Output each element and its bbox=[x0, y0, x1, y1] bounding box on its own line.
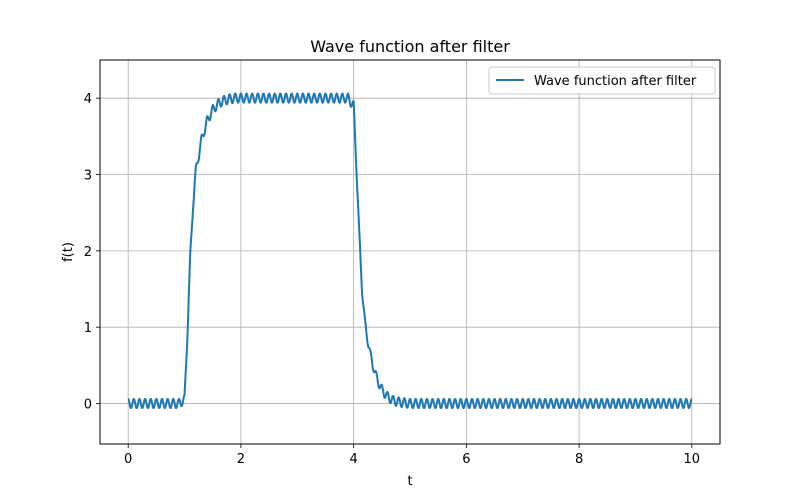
x-axis-label: t bbox=[407, 474, 412, 489]
y-axis-label: f(t) bbox=[61, 242, 76, 262]
legend-box bbox=[488, 66, 716, 95]
x-tick-label: 0 bbox=[124, 452, 132, 467]
y-tick-label: 4 bbox=[84, 92, 92, 107]
x-tick-label: 10 bbox=[684, 452, 701, 467]
x-tick-label: 2 bbox=[237, 452, 245, 467]
x-tick-label: 8 bbox=[575, 452, 583, 467]
chart-title: Wave function after filter bbox=[310, 37, 510, 56]
plot-frame bbox=[99, 59, 721, 445]
y-tick-label: 0 bbox=[84, 398, 92, 413]
legend: Wave function after filter bbox=[488, 66, 716, 95]
y-tick-label: 1 bbox=[84, 321, 92, 336]
series-layer bbox=[127, 92, 693, 410]
series-line bbox=[127, 92, 693, 410]
y-tick-label: 3 bbox=[84, 169, 92, 184]
ticks: 0 2 4 6 8 10 0 1 2 3 4 bbox=[84, 92, 700, 467]
x-tick-label: 4 bbox=[349, 452, 357, 467]
y-tick-label: 2 bbox=[84, 245, 92, 260]
legend-label: Wave function after filter bbox=[534, 74, 697, 89]
x-tick-label: 6 bbox=[462, 452, 470, 467]
